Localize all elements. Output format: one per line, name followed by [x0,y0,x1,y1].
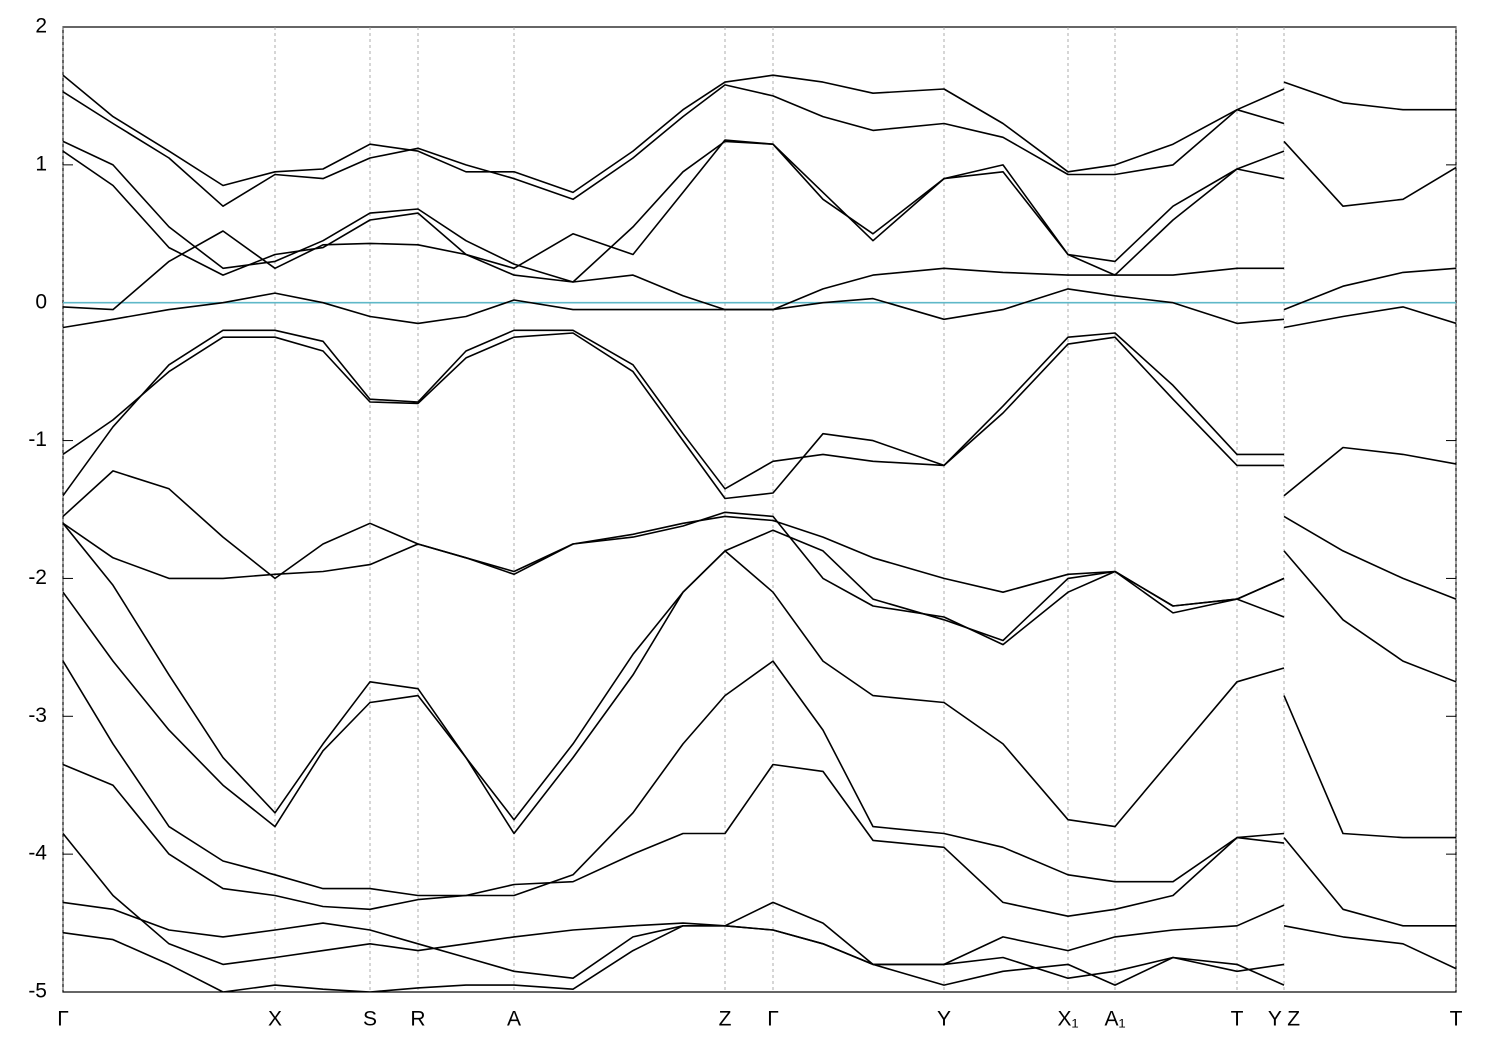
y-tick-label: 2 [35,15,47,38]
y-tick-label: -3 [28,704,47,727]
band-line [1283,140,1456,207]
band-line [63,332,1284,500]
x-tick-label: Z [719,1008,732,1031]
x-tick-label: S [363,1008,377,1031]
x-tick-label: Γ [767,1008,779,1031]
band-line [1283,515,1456,600]
band-line [1283,267,1456,311]
y-tick-label: -5 [28,980,47,1003]
x-tick-label: R [410,1008,425,1031]
band-line [1283,306,1456,329]
x-tick-label: A [507,1008,521,1031]
band-line [63,329,1284,497]
band-line [63,511,1285,646]
x-tick-label: T [1450,1008,1463,1031]
band-line [1283,695,1456,839]
band-line [63,522,1285,821]
band-line [63,84,1285,207]
band-line [63,230,1284,311]
band-line [1283,837,1456,927]
band-line [1283,550,1456,683]
x-tick-label: Y [937,1008,951,1031]
band-line [1283,925,1456,970]
band-line [63,925,1285,992]
band-line [63,140,1285,283]
x-tick-label: X₁ [1057,1008,1078,1031]
band-line [63,470,1285,607]
band-line [63,139,1285,276]
band-line [63,288,1285,329]
band-line [1283,446,1456,497]
band-line [1283,81,1456,111]
y-tick-label: -1 [28,428,47,451]
y-tick-label: -4 [28,842,47,865]
band-line [63,550,1285,835]
band-line [63,660,1285,897]
band-line [63,763,1285,917]
y-tick-label: -2 [28,566,47,589]
band-line [63,74,1285,194]
x-tick-label: X [268,1008,282,1031]
y-tick-label: 1 [35,152,47,175]
y-tick-label: 0 [35,290,47,313]
x-tick-label: Y Z [1268,1008,1300,1031]
x-tick-label: A₁ [1104,1008,1125,1031]
band-line [63,832,1285,966]
x-tick-label: Γ [57,1008,69,1031]
band-line [63,901,1285,986]
x-tick-label: T [1231,1008,1244,1031]
